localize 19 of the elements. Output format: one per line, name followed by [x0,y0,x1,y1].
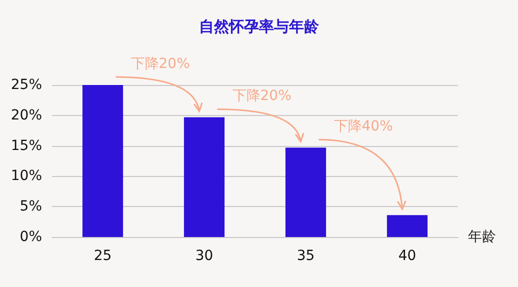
annotation: 下降20% [232,88,292,104]
text: 下降20% [130,56,190,72]
x-tick-label: 40 [398,248,416,264]
y-tick-label: 15% [10,138,42,154]
x-tick-label: 30 [195,248,214,264]
bar [82,85,124,237]
bar [285,148,326,237]
x-axis-title: 年龄 [468,229,496,245]
chart-title: 自然怀孕率与年龄 [199,18,320,36]
bar [386,215,428,237]
y-tick-label: 5% [20,198,42,215]
x-tick-label: 25 [94,248,112,264]
y-tick-label: 10% [10,168,42,184]
y-tick-label: 0% [20,229,42,245]
annotation: 下降40% [334,118,393,135]
x-tick-label: 35 [296,248,315,264]
bar [184,117,225,237]
y-tick-label: 20% [10,107,42,124]
y-tick-label: 25% [10,77,42,93]
